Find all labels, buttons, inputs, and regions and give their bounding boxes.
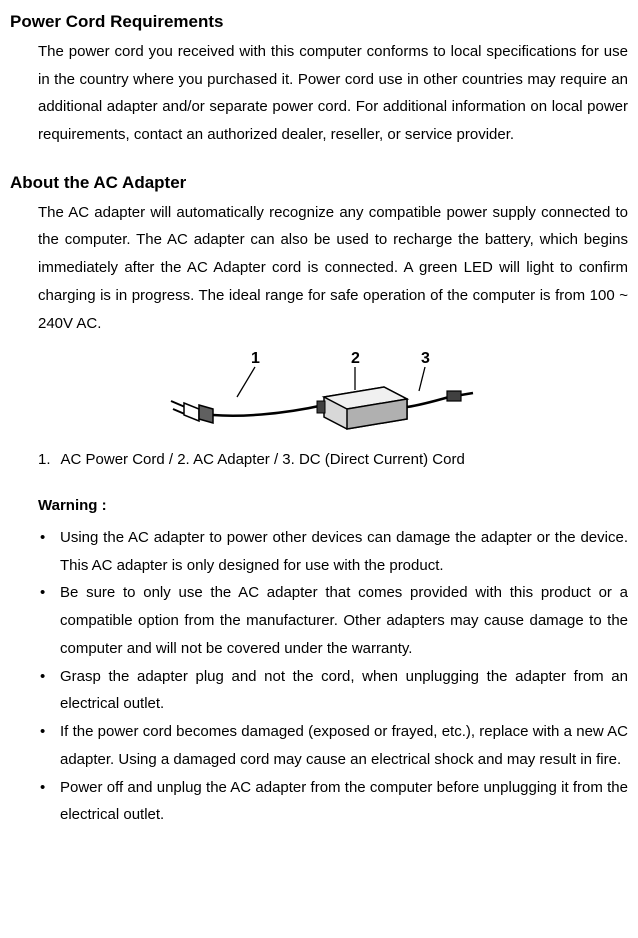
section2-body: The AC adapter will automatically recogn… [10,199,628,338]
section1-title: Power Cord Requirements [10,10,628,34]
warning-item: Power off and unplug the AC adapter from… [38,774,628,830]
plug-icon [171,401,213,423]
diagram-label-2: 2 [351,350,360,367]
diagram-label-3: 3 [421,350,430,367]
section1-body: The power cord you received with this co… [10,38,628,149]
warning-item: Grasp the adapter plug and not the cord,… [38,663,628,719]
diagram-label-1: 1 [251,350,260,367]
warning-item: Be sure to only use the AC adapter that … [38,579,628,662]
warning-list: Using the AC adapter to power other devi… [10,524,628,829]
adapter-brick-icon [317,387,407,429]
diagram-legend: 1. AC Power Cord / 2. AC Adapter / 3. DC … [10,446,628,474]
warning-item: If the power cord becomes damaged (expos… [38,718,628,774]
cord-1-icon [213,405,324,416]
spacer [10,149,628,171]
cord-3-icon [407,397,449,407]
legend-text: AC Power Cord / 2. AC Adapter / 3. DC (D… [61,451,465,468]
ac-adapter-diagram: 1 2 3 [159,345,479,440]
dc-plug-icon [447,391,473,401]
section2-title: About the AC Adapter [10,171,628,195]
warning-item: Using the AC adapter to power other devi… [38,524,628,580]
legend-number: 1. [38,451,51,468]
warning-heading: Warning : [10,492,628,520]
